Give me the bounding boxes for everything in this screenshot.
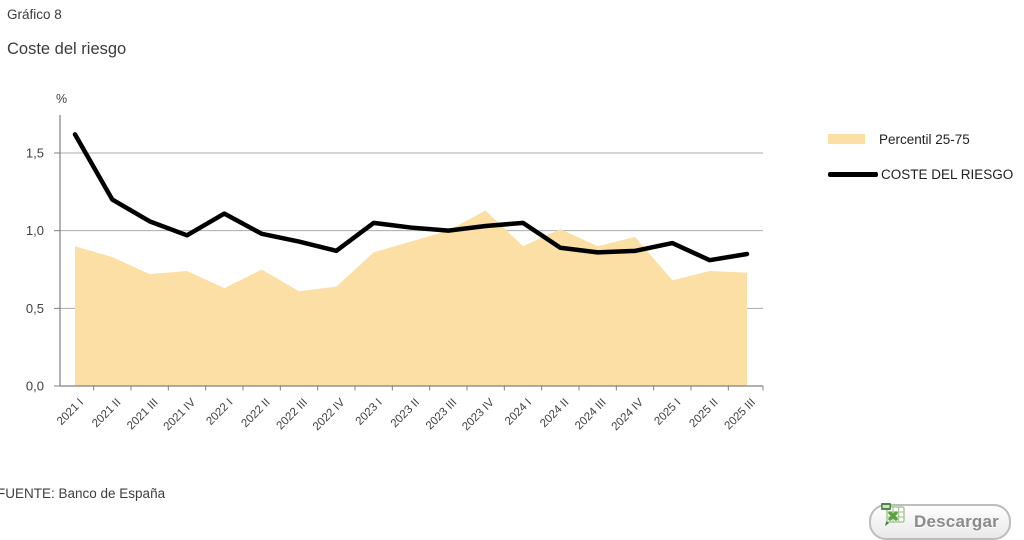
chart-canvas: % 0,0 0,5 1,0 1,5 2021 I 2021 II 2021 III 2021 I… [26, 92, 764, 433]
legend-item-coste: COSTE DEL RIESGO [828, 166, 1024, 182]
excel-download-icon [881, 503, 905, 526]
x-tick-label: 2021 IV [162, 396, 199, 433]
y-tick-label: 0,0 [26, 379, 44, 394]
download-button-label: Descargar [914, 512, 999, 531]
page-title-kicker: Gráfico 8 [7, 7, 62, 22]
source-note: FUENTE: Banco de España [0, 486, 166, 501]
page: { "page": { "kicker": "Gráfico 8", "titl… [0, 7, 1024, 540]
x-tick-label: 2025 III [722, 397, 758, 433]
download-button[interactable]: Descargar [869, 503, 1011, 540]
x-tick-label: 2024 IV [610, 396, 647, 433]
x-tick-label: 2022 I [204, 397, 235, 428]
area-series-percentil [75, 210, 747, 386]
x-tick-label: 2023 III [424, 397, 460, 433]
y-tick-label: 0,5 [26, 301, 44, 316]
x-tick-label: 2023 I [354, 397, 385, 428]
legend-item-percentil: Percentil 25-75 [828, 131, 1024, 147]
legend-label-percentil: Percentil 25-75 [879, 131, 970, 147]
legend-swatch-percentil [828, 134, 865, 144]
x-tick-label: 2021 I [55, 397, 86, 428]
x-tick-label: 2025 II [687, 397, 720, 430]
x-tick-label: 2025 I [652, 397, 683, 428]
x-tick-label: 2022 II [239, 397, 272, 430]
x-tick-label: 2023 IV [460, 396, 497, 433]
x-tick-label: 2021 II [90, 397, 123, 430]
y-tick-label: 1,5 [26, 146, 44, 161]
x-tick-label: 2024 I [503, 397, 534, 428]
y-tick-label: 1,0 [26, 223, 44, 238]
x-tick-label: 2022 III [274, 397, 310, 433]
legend-label-coste: COSTE DEL RIESGO [881, 166, 1014, 182]
x-tick-label: 2024 II [538, 397, 571, 430]
x-tick-label: 2021 III [125, 397, 161, 433]
line-series-coste [72, 132, 750, 263]
x-tick-label: 2024 III [573, 397, 609, 433]
page-title: Coste del riesgo [7, 40, 127, 58]
y-axis-unit-label: % [56, 92, 67, 106]
chart-legend: Percentil 25-75 COSTE DEL RIESGO [828, 131, 1024, 201]
x-tick-label: 2023 II [389, 397, 422, 430]
x-tick-label: 2022 IV [311, 396, 348, 433]
legend-swatch-coste [828, 171, 878, 177]
